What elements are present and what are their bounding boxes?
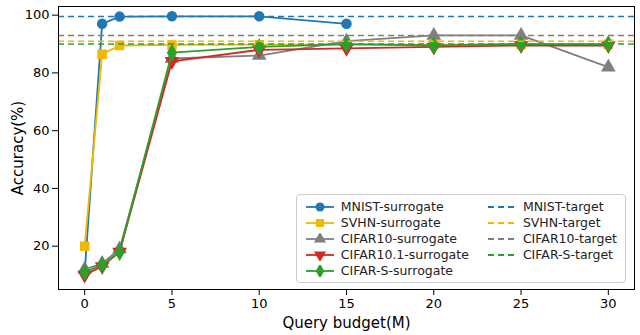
html-text:CIFAR10-surrogate: CIFAR10-surrogate <box>340 231 457 246</box>
svg-text:60: 60 <box>33 123 50 138</box>
html-text:SVHN-target: SVHN-target <box>522 215 601 230</box>
svg-text:100: 100 <box>25 7 50 22</box>
html-text:SVHN-surrogate: SVHN-surrogate <box>340 215 441 230</box>
svg-text:40: 40 <box>33 181 50 196</box>
svg-text:10: 10 <box>251 296 268 311</box>
html-text:CIFAR10.1-surrogate: CIFAR10.1-surrogate <box>340 247 469 262</box>
html-text:CIFAR-S-target: CIFAR-S-target <box>522 247 613 262</box>
html-text:MNIST-target: MNIST-target <box>522 199 604 214</box>
html-text:CIFAR-S-surrogate: CIFAR-S-surrogate <box>340 263 453 278</box>
html-text:CIFAR10-target: CIFAR10-target <box>522 231 617 246</box>
svg-text:Query budget(M): Query budget(M) <box>282 314 410 332</box>
svg-text:15: 15 <box>338 296 355 311</box>
svg-text:20: 20 <box>425 296 442 311</box>
svg-text:30: 30 <box>600 296 617 311</box>
svg-text:20: 20 <box>33 238 50 253</box>
svg-text:Accuracy(%): Accuracy(%) <box>9 101 27 195</box>
svg-text:80: 80 <box>33 65 50 80</box>
svg-text:5: 5 <box>168 296 176 311</box>
svg-text:25: 25 <box>513 296 530 311</box>
svg-text:0: 0 <box>81 296 89 311</box>
html-text:MNIST-surrogate: MNIST-surrogate <box>340 199 444 214</box>
